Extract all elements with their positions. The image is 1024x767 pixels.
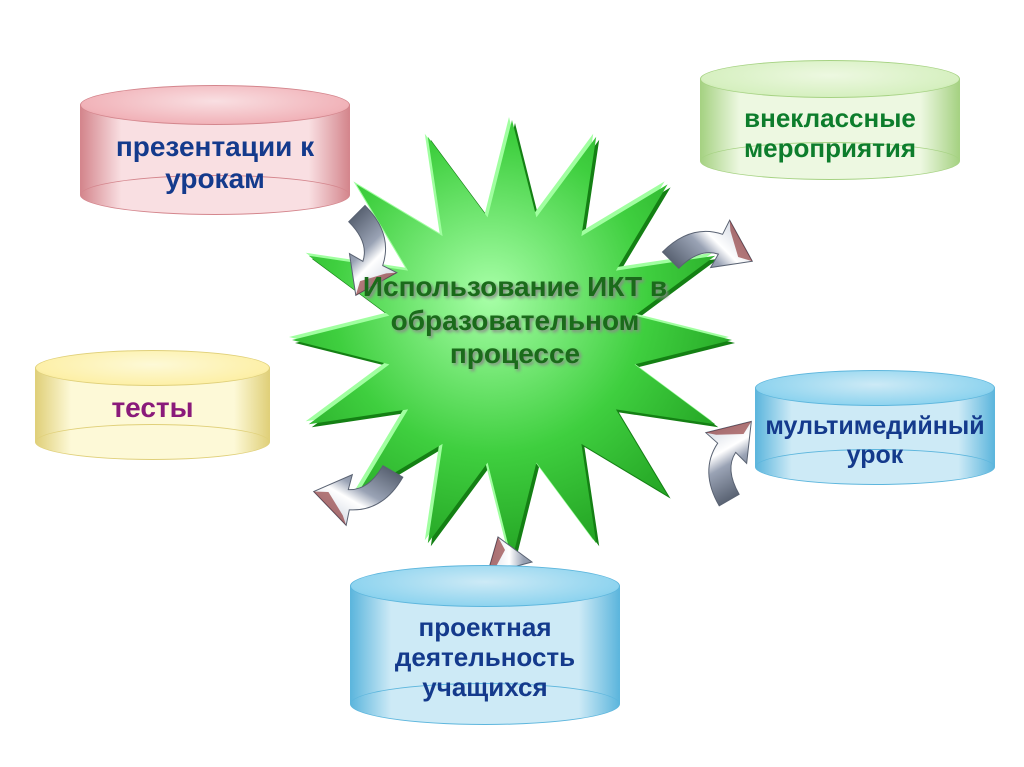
cylinder-projects: проектная деятельность учащихся [350, 565, 620, 725]
cylinder-multimedia: мультимедийный урок [755, 370, 995, 485]
cylinder-label-projects: проектная деятельность учащихся [350, 565, 620, 703]
cylinder-label-extracurricular: внеклассные мероприятия [700, 60, 960, 164]
center-label: Использование ИКТ в образовательном проц… [345, 270, 685, 371]
cylinder-label-multimedia: мультимедийный урок [755, 370, 995, 470]
cylinder-presentations: презентации к урокам [80, 85, 350, 215]
cylinder-label-tests: тесты [35, 350, 270, 424]
cylinder-extracurricular: внеклассные мероприятия [700, 60, 960, 180]
cylinder-label-presentations: презентации к урокам [80, 85, 350, 195]
cylinder-tests: тесты [35, 350, 270, 460]
